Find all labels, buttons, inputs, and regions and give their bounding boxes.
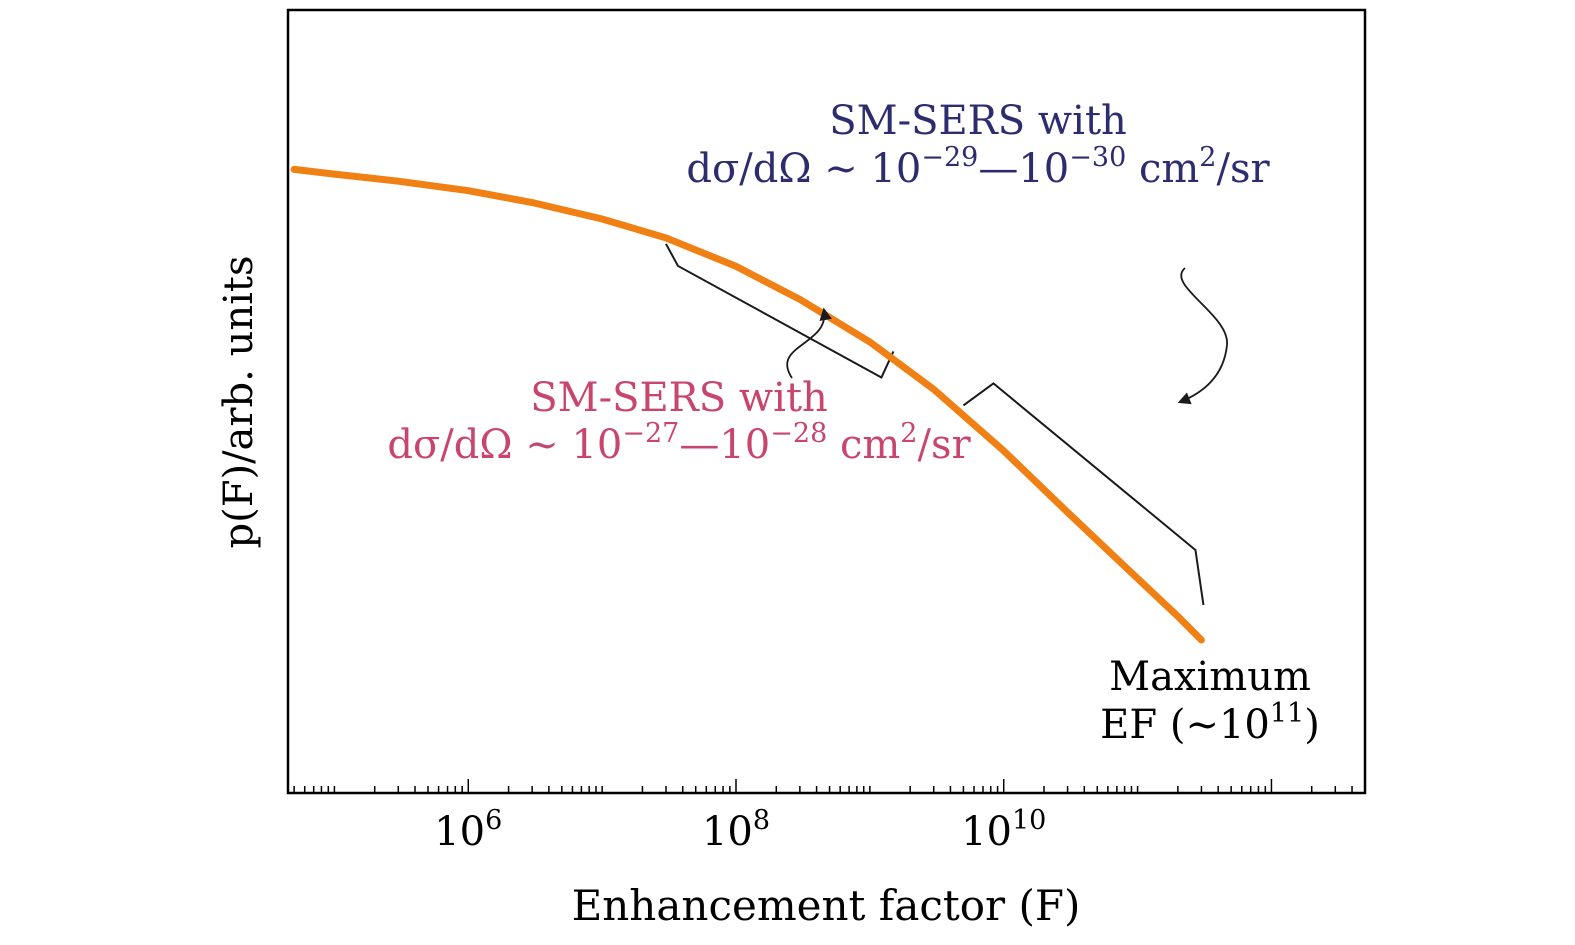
x-tick-labels: 106 108 1010	[434, 805, 1046, 855]
series-curve	[290, 165, 1205, 644]
x-ticks	[293, 779, 1366, 793]
x-tick-label: 106	[434, 805, 502, 855]
arrow-lower	[786, 307, 832, 379]
annotation-lower-line1: SM-SERS with	[530, 375, 828, 421]
bracket-upper	[962, 382, 1205, 606]
annotation-max-line1: Maximum	[1109, 654, 1311, 700]
annotation-max-line2: EF (∼1011)	[1100, 698, 1320, 748]
brackets	[665, 243, 1205, 606]
x-axis-label: Enhancement factor (F)	[572, 881, 1081, 930]
plot-frame	[286, 8, 1367, 795]
annotation-upper-line1: SM-SERS with	[829, 98, 1127, 144]
annotation-lower-line2: dσ/dΩ ∼ 10−27—10−28 cm2/sr	[387, 418, 971, 468]
arrow-upper	[1177, 267, 1228, 405]
x-tick-label: 1010	[961, 805, 1046, 855]
y-axis-label: p(F)/arb. units	[216, 256, 262, 549]
x-tick-label: 108	[702, 805, 770, 855]
bracket-lower	[665, 243, 895, 379]
annotation-upper-line2: dσ/dΩ ∼ 10−29—10−30 cm2/sr	[686, 142, 1270, 192]
